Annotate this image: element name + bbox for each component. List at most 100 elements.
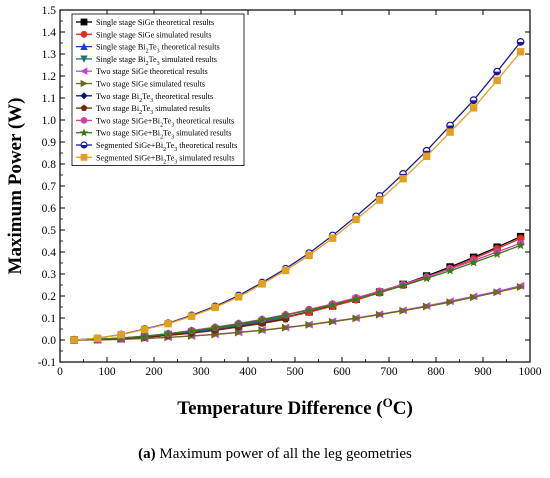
x-tick-label: 900 — [474, 366, 492, 378]
y-tick-label: 1.5 — [42, 5, 57, 17]
series-9 — [70, 239, 525, 344]
series-6-point — [469, 293, 478, 302]
series-11-point-fill — [517, 41, 524, 46]
legend-label-part: Two stage SiGe theoretical results — [96, 67, 208, 76]
y-tick-label: 0.2 — [42, 291, 57, 303]
series-6-point — [281, 323, 290, 332]
legend-swatch-marker — [80, 67, 88, 75]
series-12 — [70, 48, 525, 344]
legend-label: Two stage SiGe+Bi2Te3 theoretical result… — [96, 116, 234, 128]
legend-label-part: 3 — [157, 49, 160, 55]
legend-label-part: Te — [163, 129, 171, 138]
y-axis-label: Maximum Power (W) — [5, 98, 26, 275]
series-11-point — [469, 96, 478, 105]
series-6 — [70, 283, 525, 344]
legend-label-part: Two stage SiGe simulated results — [96, 80, 205, 89]
legend-label-part: Te — [149, 43, 157, 52]
legend-label: Two stage SiGe theoretical results — [96, 67, 208, 76]
series-10-point — [304, 305, 314, 315]
x-tick-label: 0 — [57, 366, 63, 378]
series-6-point — [446, 298, 455, 307]
series-11-point — [516, 38, 525, 46]
legend-item-6: Two stage SiGe simulated results — [76, 80, 205, 89]
series-12-point — [70, 336, 78, 344]
y-tick-label: 0.3 — [42, 269, 57, 281]
caption-text: Maximum power of all the leg geometries — [155, 446, 412, 462]
x-tick-label: 400 — [239, 366, 257, 378]
series-12-point — [469, 104, 478, 112]
legend-label-part: 2 — [163, 147, 166, 153]
legend-swatch-marker — [80, 30, 88, 38]
series-12-point — [328, 234, 337, 242]
legend-label-part: theoretical results — [153, 92, 213, 101]
legend-swatch-marker — [80, 104, 88, 111]
series-6-point — [399, 306, 408, 315]
series-12-line — [74, 51, 522, 341]
legend-swatch-marker — [80, 117, 88, 124]
legend-label-part: Single stage Bi — [96, 43, 146, 52]
legend-item-3: Single stage Bi2Te3 theoretical results — [76, 43, 220, 55]
series-12-point — [140, 325, 149, 334]
y-tick-label: 0.5 — [42, 225, 57, 237]
series-12-point — [446, 128, 454, 136]
legend-label-part: Single stage Bi — [96, 55, 146, 64]
y-tick-label: 0.9 — [42, 137, 57, 149]
series-6-point — [516, 283, 525, 291]
y-tick-label: 1.2 — [42, 71, 57, 83]
legend-label-part: 3 — [174, 159, 177, 165]
legend-label-part: Te — [142, 92, 150, 101]
series-10-point — [398, 280, 408, 290]
legend-label: Single stage SiGe simulated results — [96, 30, 212, 39]
legend-label: Two stage Bi2Te3 simulated results — [96, 104, 210, 116]
series-6-point — [422, 302, 431, 311]
legend-label-part: Two stage SiGe+Bi — [96, 116, 161, 125]
y-tick-label: 1.1 — [42, 93, 57, 105]
y-tick-label: 0.1 — [42, 313, 57, 325]
legend-label-part: 3 — [150, 110, 153, 116]
series-12-point — [187, 312, 196, 320]
series-6-point — [375, 310, 384, 319]
series-6-point — [352, 314, 361, 323]
legend-label-part: 2 — [146, 61, 149, 67]
series-12-point — [258, 280, 266, 288]
series-12-point — [234, 293, 243, 301]
series-1-line — [74, 236, 521, 341]
y-tick-label: 1.3 — [42, 49, 57, 61]
series-11-point — [446, 121, 455, 130]
legend-label-part: Single stage SiGe theoretical results — [96, 18, 214, 27]
legend-label-part: 2 — [146, 49, 149, 55]
series-10 — [69, 240, 526, 344]
series-12-point — [399, 175, 407, 183]
legend-label-part: theoretical results — [177, 141, 237, 150]
x-tick-label: 800 — [427, 366, 445, 378]
legend-label-part: 2 — [160, 122, 163, 128]
series-10-point — [351, 294, 361, 303]
x-tick-label: 100 — [98, 366, 116, 378]
series-10-point — [328, 299, 338, 309]
series-6-line — [74, 286, 521, 341]
series-10-point — [210, 322, 220, 332]
x-tick-label: 500 — [286, 366, 304, 378]
series-6-point — [305, 320, 314, 329]
legend-label-part: Te — [149, 55, 157, 64]
legend-item-12: Segmented SiGe+Bi2Te3 simulated results — [76, 153, 235, 165]
legend-label-part: theoretical results — [160, 43, 220, 52]
legend-item-2: Single stage SiGe simulated results — [76, 30, 212, 39]
series-11-point-fill — [470, 100, 477, 104]
legend-swatch-marker — [80, 18, 88, 26]
series-12-point — [281, 266, 290, 275]
x-tick-label: 600 — [333, 366, 351, 378]
series-12-point — [516, 48, 525, 56]
legend-item-4: Single stage Bi2Te3 simulated results — [76, 55, 217, 67]
legend-label-part: simulated results — [160, 55, 217, 64]
x-tick-label: 1000 — [519, 366, 542, 378]
legend-label-part: Segmented SiGe+Bi — [96, 141, 164, 150]
legend-label-part: 3 — [174, 147, 177, 153]
series-12-point — [493, 76, 501, 85]
legend-label: Two stage SiGe simulated results — [96, 80, 205, 89]
y-tick-label: 0.8 — [42, 159, 57, 171]
figure-caption: (a) Maximum power of all the leg geometr… — [0, 446, 550, 463]
legend-label-part: Two stage SiGe+Bi — [96, 129, 161, 138]
series-12-point — [117, 331, 125, 339]
